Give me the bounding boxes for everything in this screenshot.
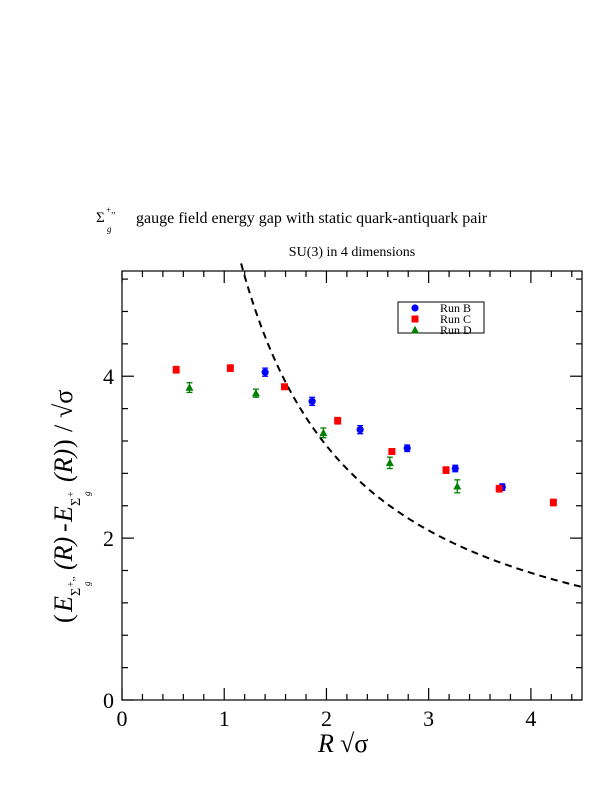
data-point [261, 368, 269, 376]
data-point [453, 482, 462, 490]
x-label-sqrt: √σ [340, 729, 368, 758]
plot-frame [121, 270, 583, 701]
y-axis-label: ( E Σ +,, g (R) - E Σ + g (R) ) / √σ [49, 390, 92, 623]
chart-title: Σ +,, g gauge field energy gap with stat… [96, 205, 488, 234]
title-sub: g [107, 224, 112, 234]
chart-subtitle: SU(3) in 4 dimensions [289, 245, 415, 260]
data-layer [172, 364, 557, 507]
series-run-b [261, 367, 506, 492]
series-run-d [185, 382, 462, 494]
data-point [403, 444, 411, 452]
x-tick-label: 3 [423, 706, 434, 731]
title-text: gauge field energy gap with static quark… [136, 210, 488, 227]
x-tick-label: 1 [219, 706, 230, 731]
y-label-slash: / [49, 424, 78, 432]
y-tick-label: 0 [103, 688, 114, 713]
data-point [549, 498, 557, 506]
reference-curve-layer [240, 263, 583, 588]
legend-marker [411, 315, 419, 323]
legend-label: Run B [440, 301, 471, 315]
reference-curve [240, 263, 583, 588]
data-point [495, 485, 503, 493]
title-sup: +,, [106, 205, 116, 215]
legend-label: Run D [440, 323, 472, 337]
y-label-g2: g [82, 491, 92, 496]
data-point [451, 464, 459, 473]
data-point [172, 366, 180, 374]
y-label-E2: E [49, 506, 78, 523]
y-tick-label: 2 [103, 526, 114, 551]
title-sigma: Σ [96, 210, 105, 226]
x-tick-label: 2 [321, 706, 332, 731]
data-point [281, 383, 289, 391]
y-label-close: ) [49, 439, 78, 448]
x-tick-label: 4 [525, 706, 536, 731]
data-point [226, 364, 234, 372]
y-label-open: ( [49, 614, 78, 623]
axes-layer: 0 1 2 3 4 0 2 4 [103, 271, 582, 731]
data-point [388, 448, 396, 456]
legend-marker [411, 304, 419, 312]
data-point [442, 466, 450, 474]
y-tick-label: 4 [103, 364, 114, 389]
data-point [319, 428, 328, 437]
y-label-sup2: + [66, 491, 77, 497]
legend-label: Run C [440, 312, 471, 326]
y-label-minus: - [49, 523, 78, 532]
series-run-c [172, 364, 557, 507]
y-label-R2: (R) [49, 449, 78, 482]
legend-marker [411, 325, 419, 334]
data-point [385, 458, 394, 467]
y-label-sub2: Σ [69, 498, 84, 506]
y-label-sub1: Σ [69, 588, 84, 596]
data-point [308, 397, 316, 405]
x-tick-label: 0 [117, 706, 128, 731]
y-label-R1: (R) [49, 537, 78, 570]
y-label-sup1: +,, [66, 576, 77, 587]
x-label-R: R [317, 729, 334, 758]
data-point [334, 417, 342, 425]
y-label-E1: E [49, 596, 78, 613]
x-axis-label: R √σ [317, 729, 368, 758]
y-label-sqrt: √σ [49, 390, 78, 418]
data-point [251, 389, 260, 397]
data-point [356, 426, 364, 434]
y-label-g1: g [82, 581, 92, 586]
data-point [185, 383, 194, 391]
